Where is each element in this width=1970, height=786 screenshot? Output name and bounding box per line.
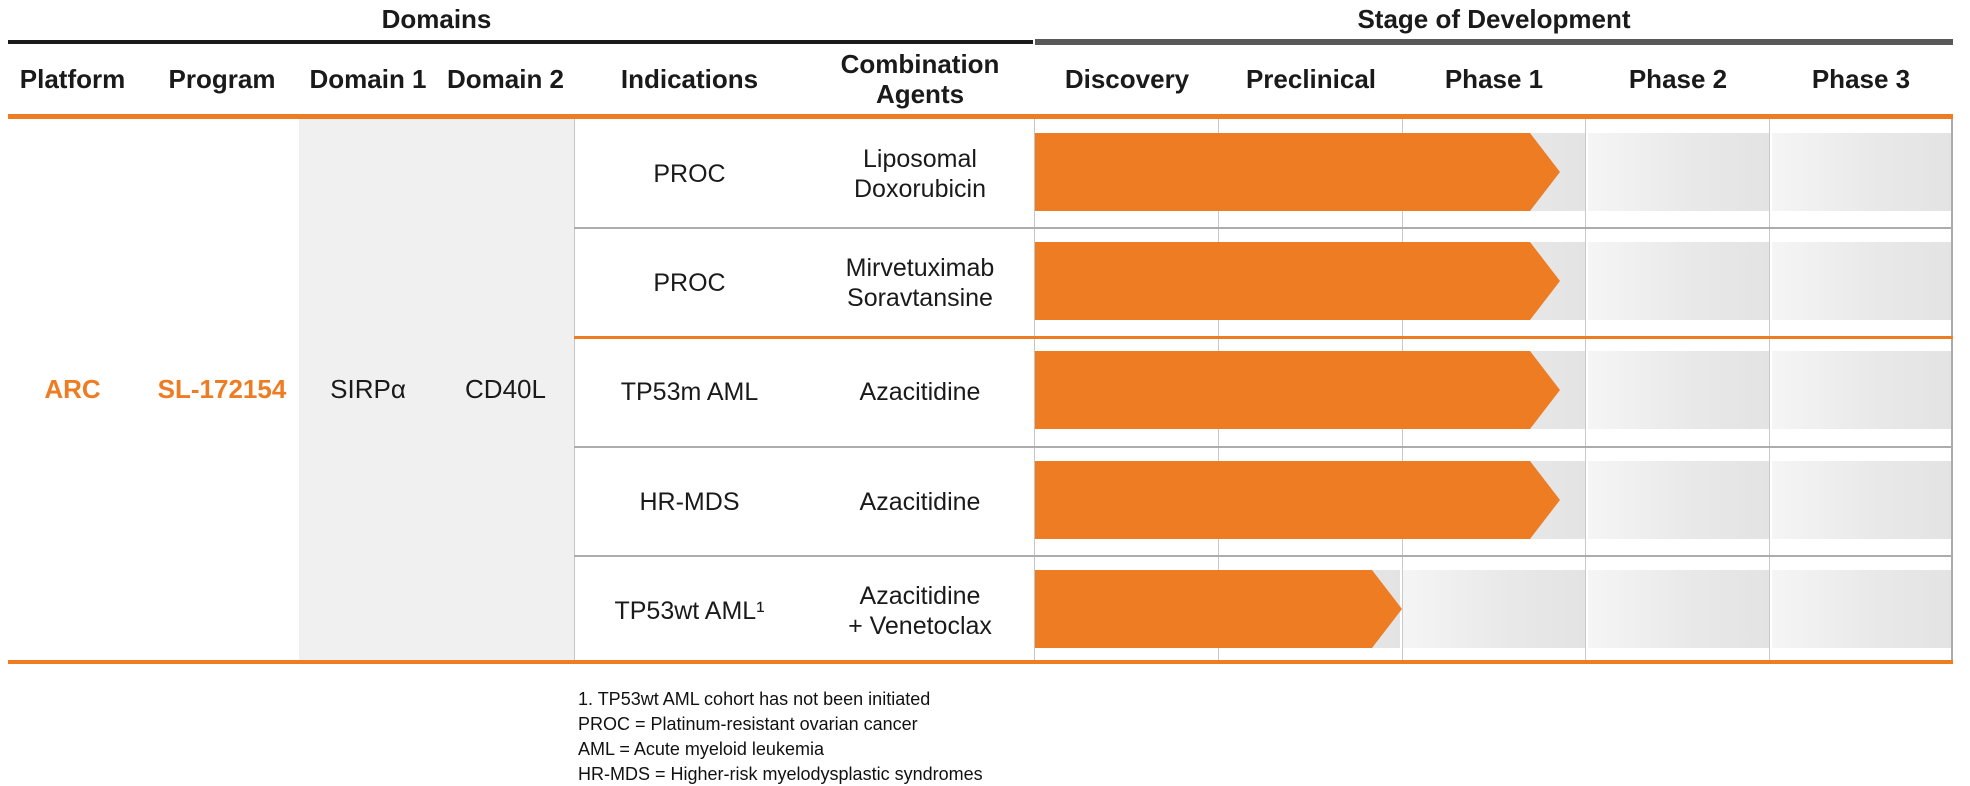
indication-cell: TP53m AML [574,337,805,447]
stage-section-title: Stage of Development [1357,3,1631,34]
domains-section-title: Domains [381,3,492,34]
combination-agent-cell: Liposomal Doxorubicin [805,119,1035,228]
progress-arrow [1035,133,1560,211]
combination-agent-cell: Azacitidine [805,447,1035,556]
indication-cell: PROC [574,119,805,228]
header-divider-line [8,114,1953,119]
combination-agent-cell: Azacitidine [805,337,1035,447]
column-header-platform: Platform [19,64,126,94]
row-separator-orange [574,336,1953,339]
footnotes: 1. TP53wt AML cohort has not been initia… [578,687,983,786]
row-separator [574,555,1953,557]
pipeline-row: PROC Liposomal Doxorubicin [0,119,1970,228]
progress-arrow [1035,570,1402,648]
pipeline-row: TP53m AML Azacitidine [0,337,1970,447]
pipeline-row: PROC Mirvetuximab Soravtansine [0,228,1970,337]
stage-gridline [1585,119,1586,660]
stage-header-phase1: Phase 1 [1444,64,1544,94]
column-header-domain2: Domain 2 [446,64,565,94]
indication-cell: PROC [574,228,805,337]
indication-cell: HR-MDS [574,447,805,556]
domain-columns-background [299,119,574,660]
stage-header-discovery: Discovery [1064,64,1190,94]
program-cell: SL-172154 [157,374,287,404]
progress-arrow [1035,242,1560,320]
indication-cell: TP53wt AML¹ [574,556,805,665]
progress-arrow [1035,351,1560,429]
pipeline-row: HR-MDS Azacitidine [0,447,1970,556]
footnote-line: HR-MDS = Higher-risk myelodysplastic syn… [578,764,983,784]
platform-cell: ARC [44,374,101,404]
row-separator [574,446,1953,448]
bottom-divider-line [8,660,1953,664]
progress-arrow [1035,461,1560,539]
indications-left-border [574,119,575,660]
footnote-line: AML = Acute myeloid leukemia [578,739,824,759]
pipeline-row: TP53wt AML¹ Azacitidine + Venetoclax [0,556,1970,665]
stage-underline [1035,39,1953,45]
stage-header-phase2: Phase 2 [1628,64,1728,94]
column-header-program: Program [168,64,276,94]
stage-area-left-border [1034,119,1035,660]
stage-area-right-border [1951,119,1953,660]
column-header-domain1: Domain 1 [309,64,427,94]
stage-header-preclinical: Preclinical [1245,64,1377,94]
row-separator [574,227,1953,229]
combination-agent-cell: Mirvetuximab Soravtansine [805,228,1035,337]
stage-gridline [1769,119,1770,660]
domains-underline [8,40,1033,44]
domain2-cell: CD40L [465,374,546,404]
column-header-indications: Indications [620,64,759,94]
column-header-combination-agents: Combination Agents [840,49,1000,109]
combination-agent-cell: Azacitidine + Venetoclax [805,556,1035,665]
footnote-line: PROC = Platinum-resistant ovarian cancer [578,714,918,734]
stage-header-phase3: Phase 3 [1811,64,1911,94]
domain1-cell: SIRPα [330,374,406,404]
footnote-line: 1. TP53wt AML cohort has not been initia… [578,689,931,709]
